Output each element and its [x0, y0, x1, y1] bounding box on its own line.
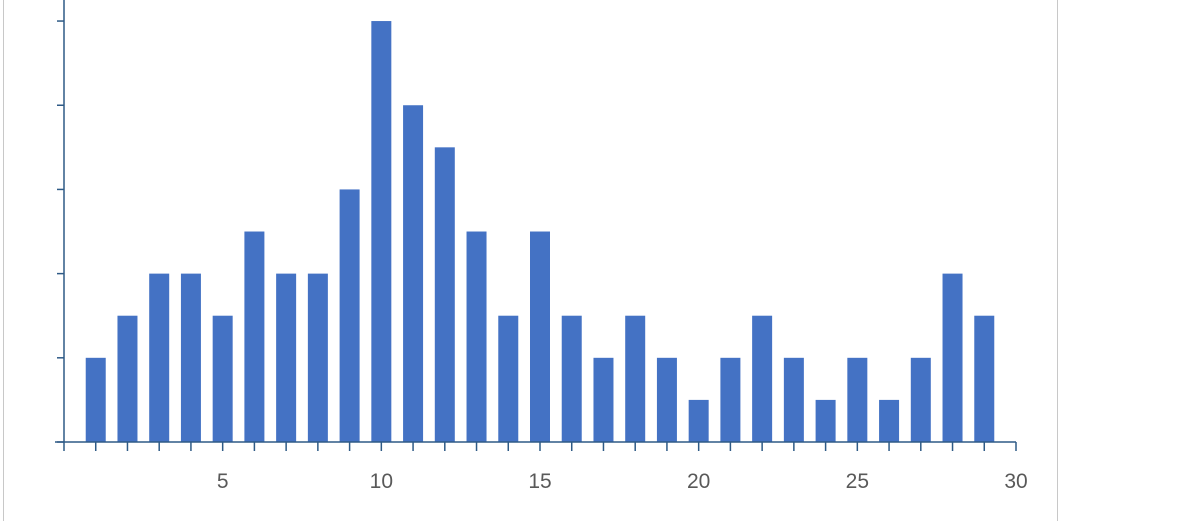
panel-left-border — [3, 0, 4, 521]
bar-20 — [688, 399, 709, 442]
y-ticks-group — [57, 20, 64, 443]
bar-4 — [180, 273, 201, 442]
bar-10 — [371, 21, 392, 443]
bar-23 — [783, 357, 804, 442]
bar-14 — [498, 315, 519, 442]
bar-15 — [530, 231, 550, 442]
x-tick-labels-group: 5 10 15 20 25 30 — [217, 470, 1028, 493]
bar-18 — [625, 315, 646, 442]
bar-3 — [149, 273, 170, 442]
bar-16 — [561, 315, 582, 442]
bar-26 — [879, 399, 900, 442]
x-tick-label-20: 20 — [687, 470, 710, 493]
bar-29 — [974, 315, 995, 442]
bar-28 — [942, 273, 963, 442]
x-tick-label-25: 25 — [846, 470, 869, 493]
bar-27 — [910, 357, 931, 442]
bar-1 — [85, 357, 106, 442]
bar-25 — [847, 357, 868, 442]
x-tick-label-15: 15 — [528, 470, 551, 493]
bar-19 — [656, 357, 677, 442]
bar-9 — [339, 189, 360, 442]
bar-12 — [434, 147, 455, 442]
bar-24 — [815, 399, 836, 442]
bars-group — [85, 21, 995, 443]
x-tick-label-30: 30 — [1004, 470, 1027, 493]
bar-5 — [212, 315, 233, 442]
bar-2 — [117, 315, 138, 442]
bar-6 — [244, 231, 265, 442]
x-tick-label-5: 5 — [217, 470, 229, 493]
bar-7 — [276, 273, 297, 442]
bar-8 — [307, 273, 328, 442]
bar-13 — [466, 231, 487, 442]
bar-11 — [403, 105, 424, 443]
panel-right-border — [1057, 0, 1058, 521]
bar-17 — [593, 357, 614, 442]
bar-21 — [720, 357, 741, 442]
x-ticks-group — [63, 442, 1017, 451]
bar-22 — [752, 315, 773, 442]
x-tick-label-10: 10 — [370, 470, 393, 493]
